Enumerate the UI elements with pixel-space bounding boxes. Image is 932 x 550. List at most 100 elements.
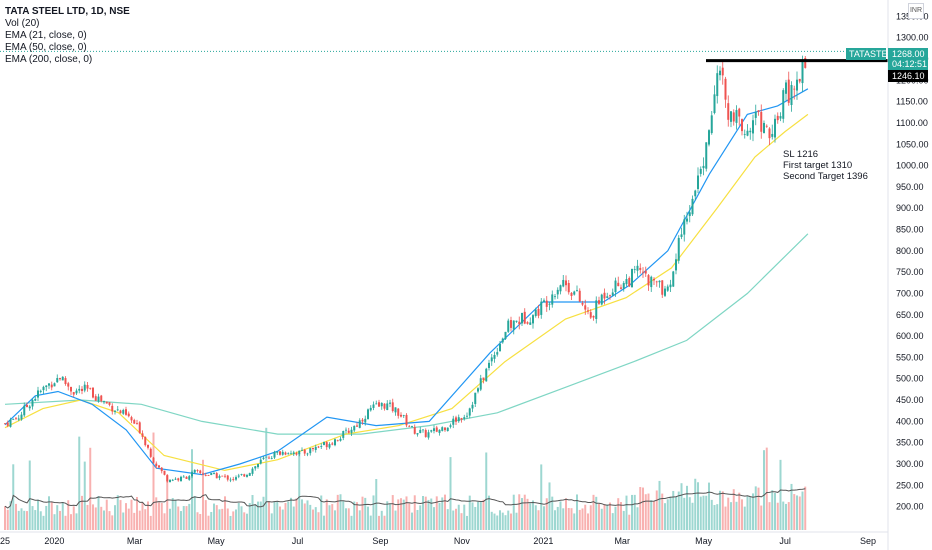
volume-bar bbox=[243, 512, 246, 530]
volume-bar bbox=[70, 514, 72, 530]
volume-bar bbox=[446, 509, 449, 530]
time-axis[interactable]: 25 2020 Mar May Jul Sep Nov 2021 Mar May Jul Sep bbox=[0, 531, 888, 546]
volume-bar bbox=[317, 512, 320, 530]
volume-bar bbox=[688, 497, 691, 530]
candle-body bbox=[394, 407, 397, 413]
volume-bar bbox=[325, 499, 328, 530]
volume-bar bbox=[468, 495, 471, 530]
candle-body bbox=[430, 430, 433, 432]
volume-bar bbox=[485, 452, 488, 530]
candle-body bbox=[144, 436, 147, 446]
volume-bar bbox=[782, 501, 785, 530]
candle-body bbox=[457, 417, 460, 422]
note-sl: SL 1216 bbox=[783, 149, 818, 160]
candle-body bbox=[683, 219, 686, 235]
volume-bar bbox=[158, 502, 160, 530]
candle-body bbox=[210, 472, 213, 476]
price-tick-label: 1000.00 bbox=[896, 161, 929, 171]
candle-body bbox=[320, 446, 323, 447]
annotation-note[interactable]: SL 1216 First target 1310 Second Target … bbox=[783, 149, 868, 182]
volume-bar bbox=[540, 464, 543, 530]
candle-body bbox=[158, 465, 160, 468]
volume-bar bbox=[72, 506, 75, 530]
candle-body bbox=[411, 425, 413, 427]
candle-body bbox=[658, 280, 661, 283]
volume-bar bbox=[507, 510, 510, 530]
volume-bar bbox=[240, 506, 243, 530]
candle-body bbox=[53, 383, 56, 387]
legend-ema200[interactable]: EMA (200, close, 0) bbox=[5, 54, 93, 65]
volume-bar bbox=[265, 427, 268, 530]
currency-badge[interactable]: INR bbox=[908, 3, 924, 19]
candle-body bbox=[589, 312, 592, 318]
volume-bar bbox=[534, 505, 537, 530]
candle-body bbox=[339, 438, 342, 441]
volume-bar bbox=[116, 495, 119, 530]
candle-body bbox=[202, 473, 204, 475]
candle-body bbox=[331, 443, 334, 445]
candle-body bbox=[177, 478, 180, 481]
candle-body bbox=[592, 315, 595, 318]
volume-bar bbox=[20, 508, 23, 530]
volume-bar bbox=[457, 504, 460, 530]
candle-body bbox=[763, 122, 765, 134]
candle-body bbox=[413, 427, 416, 434]
volume-bar bbox=[625, 495, 628, 530]
volume-bar bbox=[628, 514, 631, 530]
candle-body bbox=[237, 475, 240, 477]
legend-ema50[interactable]: EMA (50, close, 0) bbox=[5, 42, 87, 53]
volume-bar bbox=[578, 509, 581, 530]
candle-body bbox=[204, 475, 207, 476]
candle-body bbox=[103, 401, 105, 403]
volume-bar bbox=[504, 515, 507, 530]
candle-body bbox=[545, 300, 548, 307]
volume-bar bbox=[496, 515, 499, 530]
candle-body bbox=[334, 439, 336, 446]
candle-body bbox=[155, 463, 158, 467]
price-axis[interactable]: 1350.001300.001250.001200.001150.001100.… bbox=[887, 0, 929, 550]
price-tick-label: 1100.00 bbox=[896, 118, 928, 128]
candle-body bbox=[661, 280, 664, 295]
candle-body bbox=[578, 290, 581, 302]
legend-vol[interactable]: Vol (20) bbox=[5, 18, 40, 29]
time-tick-label: Sep bbox=[372, 536, 388, 546]
time-tick-label: May bbox=[208, 536, 226, 546]
volume-bar bbox=[697, 482, 699, 530]
volume-bar bbox=[664, 503, 666, 530]
candle-body bbox=[793, 88, 796, 90]
volume-bar bbox=[598, 503, 600, 530]
volume-bar bbox=[262, 496, 265, 530]
candle-body bbox=[488, 362, 490, 368]
candle-body bbox=[727, 103, 730, 120]
candle-body bbox=[268, 457, 270, 459]
candle-body bbox=[675, 259, 677, 271]
volume-bar bbox=[455, 508, 457, 530]
candle-body bbox=[452, 418, 455, 425]
volume-bar bbox=[361, 496, 364, 530]
volume-bar bbox=[592, 494, 595, 530]
price-tick-label: 300.00 bbox=[896, 459, 924, 469]
candle-body bbox=[163, 470, 166, 475]
candle-body bbox=[23, 405, 26, 416]
volume-bar bbox=[42, 515, 45, 530]
candle-body bbox=[787, 79, 790, 103]
candle-body bbox=[446, 427, 449, 432]
candle-body bbox=[570, 292, 573, 296]
volume-bar bbox=[647, 493, 650, 530]
legend-ema21[interactable]: EMA (21, close, 0) bbox=[5, 30, 87, 41]
volume-bar bbox=[510, 513, 512, 530]
volume-bar bbox=[642, 487, 644, 530]
volume-bar bbox=[199, 513, 202, 530]
candle-body bbox=[724, 78, 727, 100]
volume-bar bbox=[372, 495, 375, 530]
candle-body bbox=[26, 404, 28, 407]
time-tick-label: Nov bbox=[454, 536, 471, 546]
candle-body bbox=[75, 390, 78, 394]
candle-body bbox=[353, 425, 356, 431]
volume-bar bbox=[284, 502, 287, 530]
volume-bar bbox=[380, 510, 383, 530]
volume-bar bbox=[658, 480, 661, 530]
candle-body bbox=[631, 268, 633, 288]
volume-bar bbox=[141, 502, 144, 530]
